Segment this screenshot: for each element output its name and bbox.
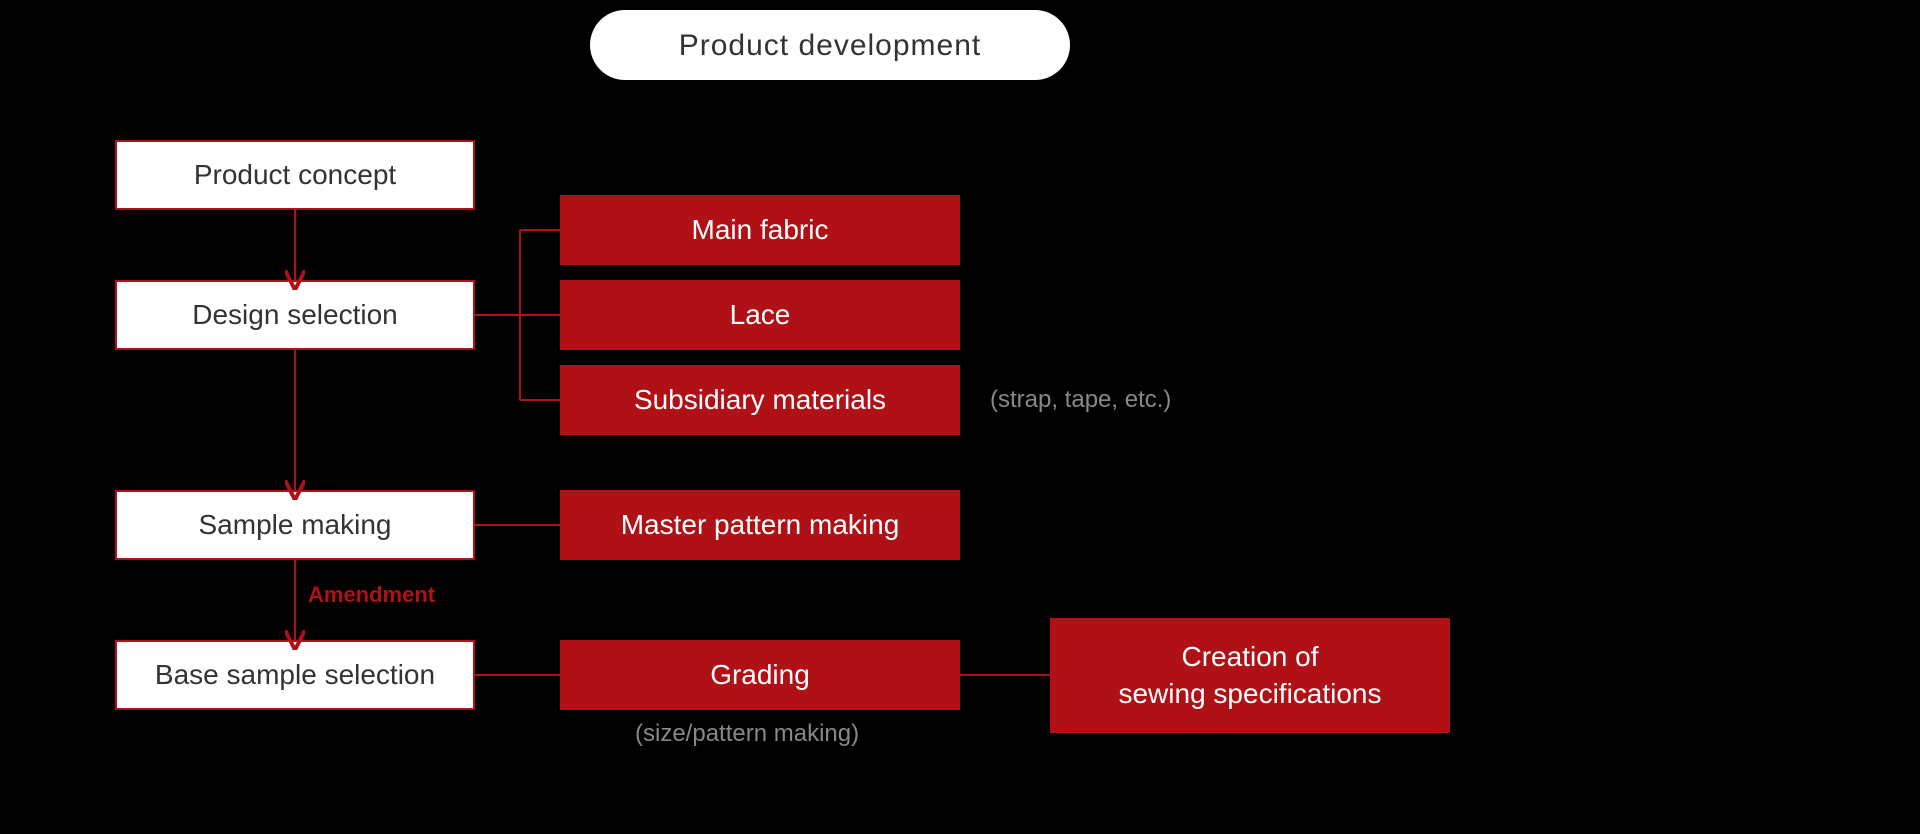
node-product-concept: Product concept (115, 140, 475, 210)
annotation-grading: (size/pattern making) (635, 720, 859, 748)
node-lace: Lace (560, 280, 960, 350)
node-design-selection: Design selection (115, 280, 475, 350)
arrow-label-amendment: Amendment (308, 582, 435, 608)
node-sample-making: Sample making (115, 490, 475, 560)
annotation-subsidiary: (strap, tape, etc.) (990, 386, 1171, 414)
node-base-sample: Base sample selection (115, 640, 475, 710)
node-master-pattern: Master pattern making (560, 490, 960, 560)
node-sewing-specs: Creation ofsewing specifications (1050, 618, 1450, 733)
node-main-fabric: Main fabric (560, 195, 960, 265)
title-pill: Product development (590, 10, 1070, 80)
node-grading: Grading (560, 640, 960, 710)
node-subsidiary: Subsidiary materials (560, 365, 960, 435)
